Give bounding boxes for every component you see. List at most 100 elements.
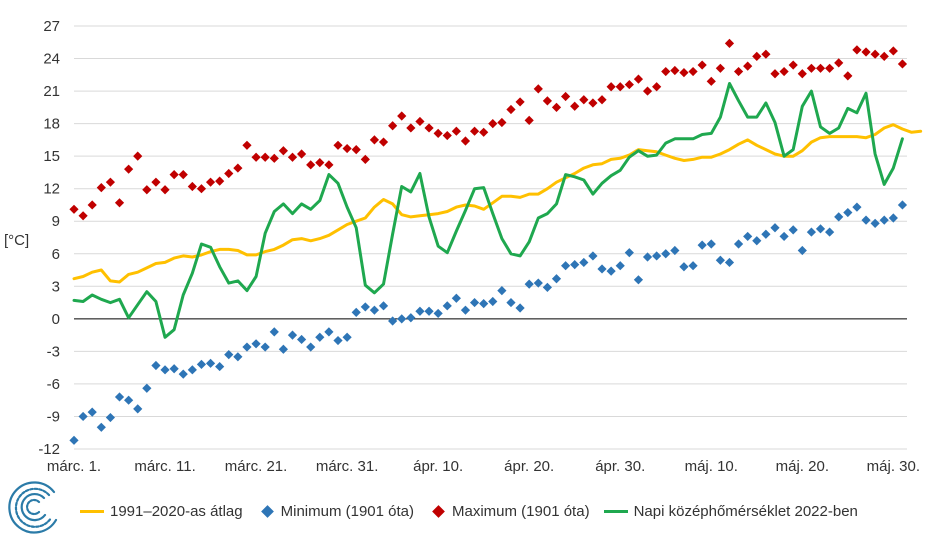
point-minimum (269, 327, 279, 337)
point-minimum (888, 213, 898, 223)
point-minimum (533, 278, 543, 288)
point-maximum (178, 169, 188, 180)
point-maximum (579, 95, 589, 105)
point-maximum (333, 140, 343, 150)
point-maximum (269, 153, 279, 163)
point-minimum (151, 360, 161, 371)
point-maximum (260, 152, 270, 162)
point-maximum (114, 198, 125, 208)
point-maximum (169, 169, 179, 180)
y-tick-label: 15 (43, 148, 60, 165)
point-maximum (724, 38, 735, 48)
point-maximum (633, 74, 644, 84)
point-minimum (287, 330, 298, 340)
point-maximum (351, 145, 361, 155)
point-minimum (588, 251, 598, 261)
point-maximum (642, 86, 653, 96)
point-minimum (224, 350, 234, 360)
point-minimum (488, 296, 498, 307)
point-minimum (806, 227, 817, 237)
point-minimum (497, 286, 507, 296)
point-minimum (415, 306, 425, 316)
point-maximum (879, 51, 889, 61)
point-minimum (306, 342, 316, 352)
point-minimum (205, 358, 216, 368)
y-tick-label: -12 (38, 441, 60, 458)
y-tick-label: 18 (43, 116, 60, 133)
point-minimum (142, 383, 152, 393)
point-minimum (251, 339, 261, 349)
point-maximum (688, 66, 698, 77)
point-minimum (825, 227, 835, 237)
point-maximum (679, 68, 689, 78)
point-minimum (633, 275, 644, 285)
point-maximum (388, 121, 398, 131)
point-minimum (797, 245, 807, 256)
logo-icon (8, 481, 58, 534)
point-minimum (788, 225, 798, 235)
x-tick-label: máj. 20. (776, 458, 829, 475)
y-tick-label: 12 (43, 181, 60, 198)
x-tick-label: máj. 30. (867, 458, 920, 475)
series-markers-minimum (69, 200, 908, 445)
point-maximum (205, 177, 216, 187)
point-minimum (779, 231, 789, 242)
point-maximum (542, 96, 552, 106)
point-minimum (743, 231, 753, 242)
point-maximum (460, 136, 471, 146)
point-maximum (224, 168, 234, 179)
legend-item-average: 1991–2020-as átlag (80, 503, 243, 520)
point-maximum (424, 123, 434, 133)
legend-item-maximum: Maximum (1901 óta) (428, 503, 590, 520)
point-maximum (870, 49, 880, 59)
point-maximum (215, 176, 225, 186)
point-maximum (715, 63, 725, 73)
point-minimum (397, 314, 407, 324)
point-minimum (342, 332, 352, 342)
point-maximum (69, 204, 79, 214)
series-layer (69, 38, 923, 445)
point-minimum (87, 407, 97, 417)
x-tick-label: máj. 10. (685, 458, 738, 475)
point-minimum (642, 252, 653, 262)
point-maximum (888, 46, 898, 56)
point-minimum (196, 359, 207, 369)
x-tick-label: márc. 11. (134, 458, 195, 475)
point-maximum (142, 185, 152, 195)
legend-swatch-daily-2022 (603, 509, 628, 513)
legend-label-maximum: Maximum (1901 óta) (452, 502, 590, 520)
point-minimum (178, 369, 188, 379)
point-maximum (315, 158, 325, 168)
legend-item-minimum: Minimum (1901 óta) (257, 503, 414, 520)
point-minimum (661, 249, 671, 259)
point-minimum (752, 236, 762, 246)
point-maximum (196, 184, 207, 194)
point-maximum (433, 128, 443, 138)
x-tick-label: ápr. 10. (413, 458, 463, 475)
point-minimum (360, 302, 370, 312)
point-minimum (315, 332, 325, 342)
point-minimum (670, 245, 680, 256)
point-maximum (124, 164, 134, 174)
legend-swatch-average (80, 509, 104, 513)
point-minimum (579, 257, 589, 268)
point-minimum (597, 264, 607, 274)
point-maximum (488, 119, 498, 129)
series-line-daily-2022 (72, 82, 904, 339)
point-maximum (524, 115, 534, 125)
y-tick-label: -9 (47, 408, 60, 425)
point-maximum (479, 127, 489, 137)
x-tick-labels: márc. 1. márc. 11. márc. 21. márc. 31. ápr. … (47, 458, 920, 475)
point-minimum (324, 327, 334, 337)
point-maximum (761, 49, 771, 59)
point-minimum (615, 261, 625, 271)
series-line-average (72, 123, 923, 284)
legend-label-daily-2022: Napi középhőmérséklet 2022-ben (633, 502, 858, 520)
point-maximum (287, 152, 298, 162)
point-maximum (825, 63, 835, 73)
legend-swatch-minimum (260, 504, 274, 518)
point-maximum (834, 58, 844, 68)
point-minimum (296, 334, 307, 345)
point-minimum (688, 261, 698, 271)
point-minimum (542, 282, 552, 292)
